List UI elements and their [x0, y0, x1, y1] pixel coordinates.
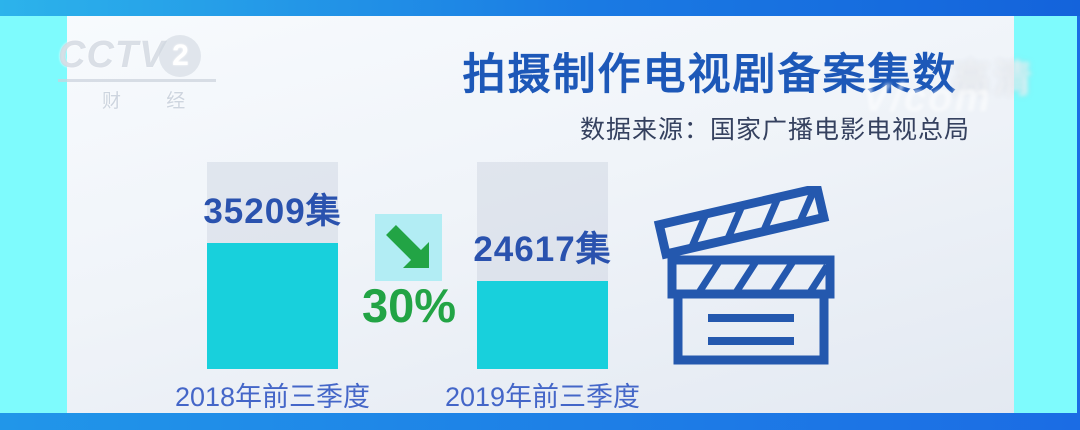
- channel-number-badge: 2: [159, 34, 202, 77]
- channel-logo: CCTV 2 财 经: [58, 34, 228, 113]
- channel-logo-text: CCTV: [58, 34, 166, 76]
- channel-subtitle: 财 经: [102, 91, 206, 112]
- chart-title: 拍摄制作电视剧备案集数: [462, 51, 958, 99]
- decline-percent-label: 30%: [361, 279, 457, 332]
- bar-fill: [477, 281, 608, 369]
- hd-watermark: 高清: [952, 59, 1037, 101]
- bottom-border-bar: [0, 413, 1080, 430]
- decline-indicator: [375, 214, 442, 281]
- site-watermark: V/com: [862, 76, 993, 120]
- bar-group-2019: 24617集 2019年前三季度: [445, 162, 640, 412]
- clapperboard-icon: [653, 186, 835, 365]
- right-cyan-stripe: [1014, 16, 1077, 413]
- bar-group-2018: 35209集 2018年前三季度: [175, 162, 370, 412]
- bar-value-label: 24617集: [473, 230, 612, 269]
- arrow-down-right-icon: [385, 224, 429, 268]
- bar-category-label: 2018年前三季度: [174, 382, 371, 412]
- bar-category-label: 2019年前三季度: [444, 382, 641, 412]
- bar-fill: [207, 243, 338, 369]
- channel-logo-underline: [58, 79, 216, 82]
- data-source-note: 数据来源：国家广播电影电视总局: [579, 116, 970, 144]
- left-cyan-stripe: [0, 16, 67, 413]
- bar-value-label: 35209集: [203, 192, 342, 231]
- right-blue-edge: [1077, 16, 1080, 413]
- top-border-bar: [0, 0, 1080, 16]
